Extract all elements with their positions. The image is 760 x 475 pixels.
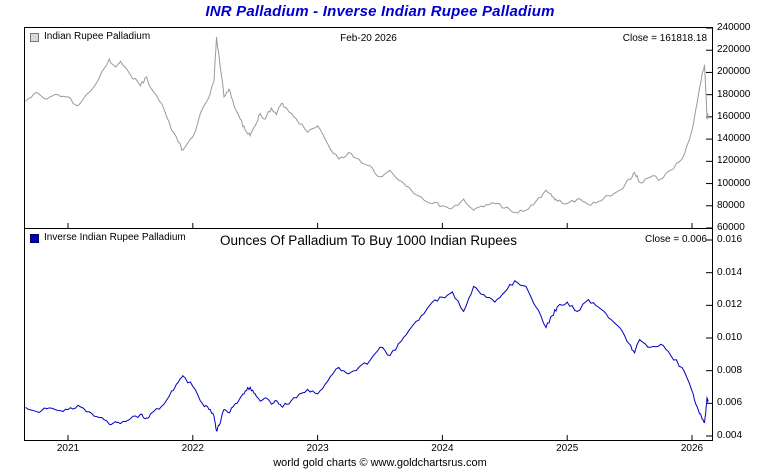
y-axis-tick-label: 0.006 bbox=[717, 397, 743, 409]
y-axis-tick-label: 120000 bbox=[717, 155, 751, 167]
inverse-inr-palladium-chart-panel: Inverse Indian Rupee Palladium Ounces Of… bbox=[24, 228, 713, 441]
y-axis-tick-label: 140000 bbox=[717, 133, 751, 145]
y-axis-tick-label: 160000 bbox=[717, 110, 751, 122]
close-value-label-bottom: Close = 0.006 bbox=[645, 234, 707, 245]
inr-palladium-series-line bbox=[25, 36, 709, 214]
y-axis-tick-label: 0.004 bbox=[717, 430, 743, 441]
gray-series-swatch-icon bbox=[30, 32, 39, 42]
y-axis-tick-label: 0.010 bbox=[717, 332, 743, 343]
y-axis-tick-label: 0.008 bbox=[717, 364, 743, 376]
x-axis-tick-label: 2026 bbox=[680, 443, 704, 454]
y-axis-tick-label: 220000 bbox=[717, 44, 751, 56]
y-axis-tick-label: 0.016 bbox=[717, 234, 743, 245]
x-axis-tick-label: 2022 bbox=[181, 443, 204, 454]
y-axis-tick-label: 240000 bbox=[717, 22, 751, 33]
y-axis-tick-label: 0.012 bbox=[717, 299, 743, 311]
x-axis-tick-label: 2023 bbox=[306, 443, 329, 454]
close-value-label-top: Close = 161818.18 bbox=[622, 33, 707, 44]
page-title: INR Palladium - Inverse Indian Rupee Pal… bbox=[205, 3, 555, 20]
legend-label-inr-palladium: Indian Rupee Palladium bbox=[44, 31, 151, 42]
latest-date-label: Feb-20 2026 bbox=[340, 33, 397, 44]
x-axis-tick-label: 2021 bbox=[56, 443, 80, 454]
y-axis-tick-label: 180000 bbox=[717, 88, 751, 100]
inverse-inr-palladium-series-line bbox=[25, 279, 709, 432]
legend-inr-palladium: Indian Rupee Palladium bbox=[30, 32, 150, 42]
legend-label-inverse-inr-palladium: Inverse Indian Rupee Palladium bbox=[44, 232, 186, 243]
y-axis-tick-label: 0.014 bbox=[717, 266, 743, 278]
inr-palladium-chart-panel: Indian Rupee Palladium Feb-20 2026 Close… bbox=[24, 27, 713, 229]
bottom-chart-title: Ounces Of Palladium To Buy 1000 Indian R… bbox=[220, 233, 517, 248]
blue-series-swatch-icon bbox=[30, 233, 39, 243]
x-axis-tick-label: 2024 bbox=[431, 443, 454, 454]
legend-inverse-inr-palladium: Inverse Indian Rupee Palladium bbox=[30, 233, 186, 243]
inverse-inr-palladium-line-chart bbox=[25, 239, 712, 440]
footer-credit: world gold charts © www.goldchartsrus.co… bbox=[273, 457, 487, 469]
y-axis-tick-label: 80000 bbox=[717, 199, 745, 211]
inr-palladium-line-chart bbox=[25, 28, 712, 228]
y-axis-tick-label: 200000 bbox=[717, 66, 751, 78]
y-axis-tick-label: 100000 bbox=[717, 177, 751, 189]
y-axis-tick-label: 60000 bbox=[717, 222, 745, 233]
x-axis-tick-label: 2025 bbox=[556, 443, 579, 454]
